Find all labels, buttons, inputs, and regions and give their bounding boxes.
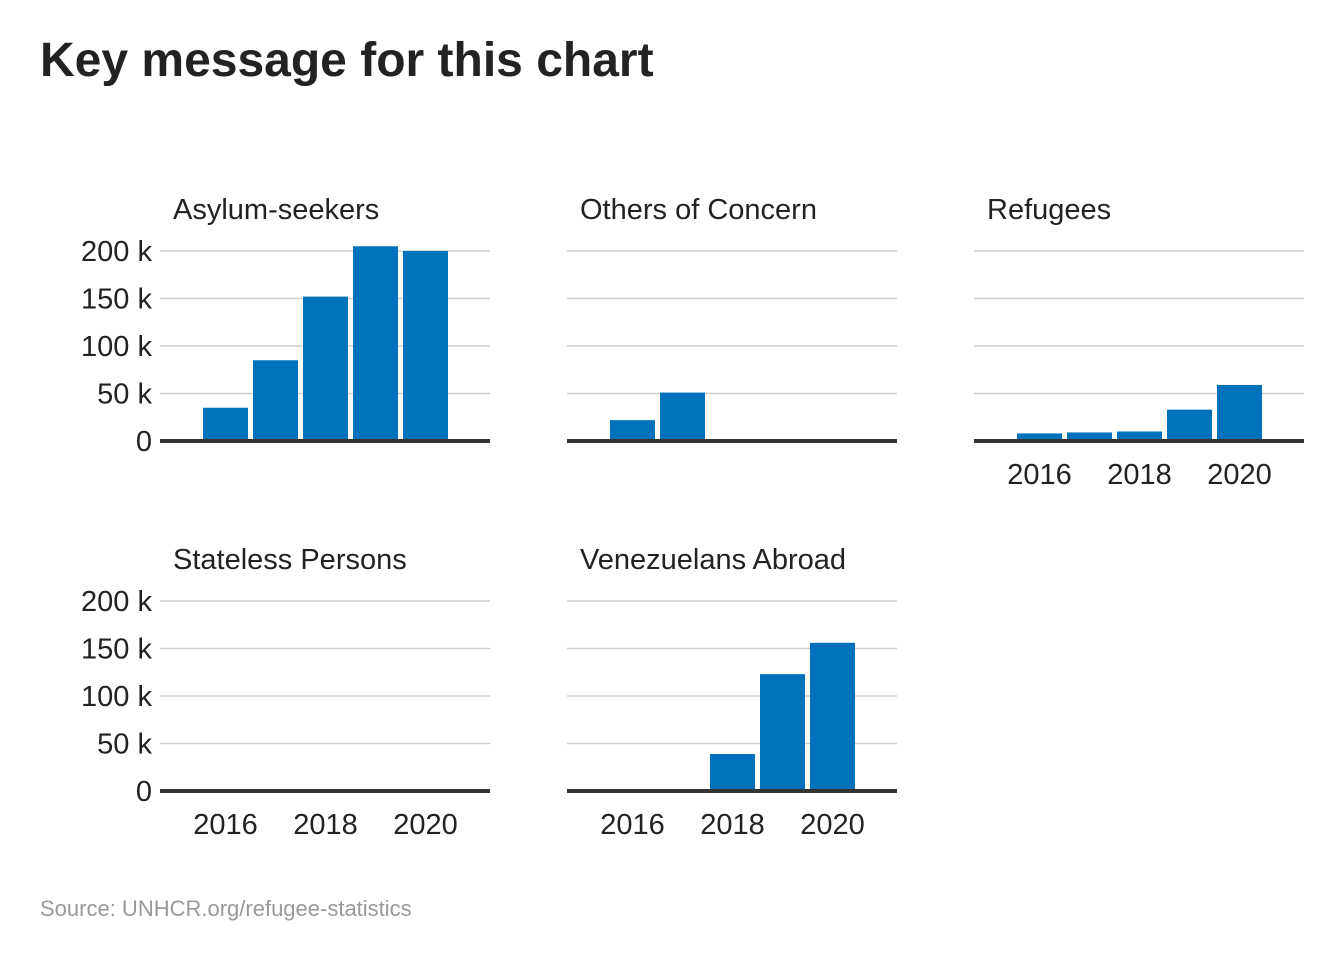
bar-refugees-2016 [1017,433,1062,441]
y-tick-label: 100 k [81,331,152,363]
bar-refugees-2019 [1167,409,1212,441]
chart-title: Key message for this chart [40,34,654,87]
x-tick-label: 2016 [193,809,258,841]
y-tick-label: 0 [136,776,152,808]
panels: Asylum-seekers 0 50 k 100 k 150 k 200 k Others… [81,194,1304,841]
panel-title: Refugees [987,194,1111,226]
x-tick-label: 2018 [700,809,765,841]
bar-others-of-concern-2016 [610,420,655,441]
bar-asylum-seekers-2020 [403,251,448,441]
y-tick-label: 150 k [81,634,152,666]
x-tick-label: 2018 [293,809,358,841]
x-tick-label: 2016 [1007,459,1072,491]
bar-asylum-seekers-2018 [303,296,348,441]
x-tick-label: 2016 [600,809,665,841]
panel-others-of-concern: Others of Concern [567,194,897,443]
y-tick-label: 200 k [81,586,152,618]
bar-refugees-2020 [1217,384,1262,441]
bar-asylum-seekers-2019 [353,246,398,441]
bar-asylum-seekers-2017 [253,360,298,441]
bar-venezuelans-abroad-2019 [760,674,805,791]
source-note: Source: UNHCR.org/refugee-statistics [40,896,412,921]
y-tick-label: 200 k [81,236,152,268]
panel-asylum-seekers: Asylum-seekers 0 50 k 100 k 150 k 200 k [81,194,490,458]
panel-title: Others of Concern [580,194,817,226]
bar-venezuelans-abroad-2020 [810,642,855,791]
bar-refugees-2017 [1067,432,1112,441]
y-tick-label: 150 k [81,284,152,316]
panel-stateless-persons: Stateless Persons 0 50 k 100 k 150 k 200 k 201… [81,544,490,841]
panel-title: Asylum-seekers [173,194,379,226]
panel-title: Stateless Persons [173,544,407,576]
y-tick-label: 50 k [97,379,152,411]
x-tick-label: 2018 [1107,459,1172,491]
bar-refugees-2018 [1117,431,1162,441]
x-tick-label: 2020 [393,809,458,841]
y-tick-label: 0 [136,426,152,458]
bar-asylum-seekers-2016 [203,407,248,441]
bar-venezuelans-abroad-2018 [710,753,755,791]
x-tick-label: 2020 [1207,459,1272,491]
y-tick-label: 100 k [81,681,152,713]
panel-title: Venezuelans Abroad [580,544,846,576]
y-tick-label: 50 k [97,729,152,761]
bar-others-of-concern-2017 [660,392,705,441]
panel-venezuelans-abroad: Venezuelans Abroad 2016 2018 2020 [567,544,897,841]
x-tick-label: 2020 [800,809,865,841]
panel-refugees: Refugees 2016 2018 2020 [974,194,1304,491]
